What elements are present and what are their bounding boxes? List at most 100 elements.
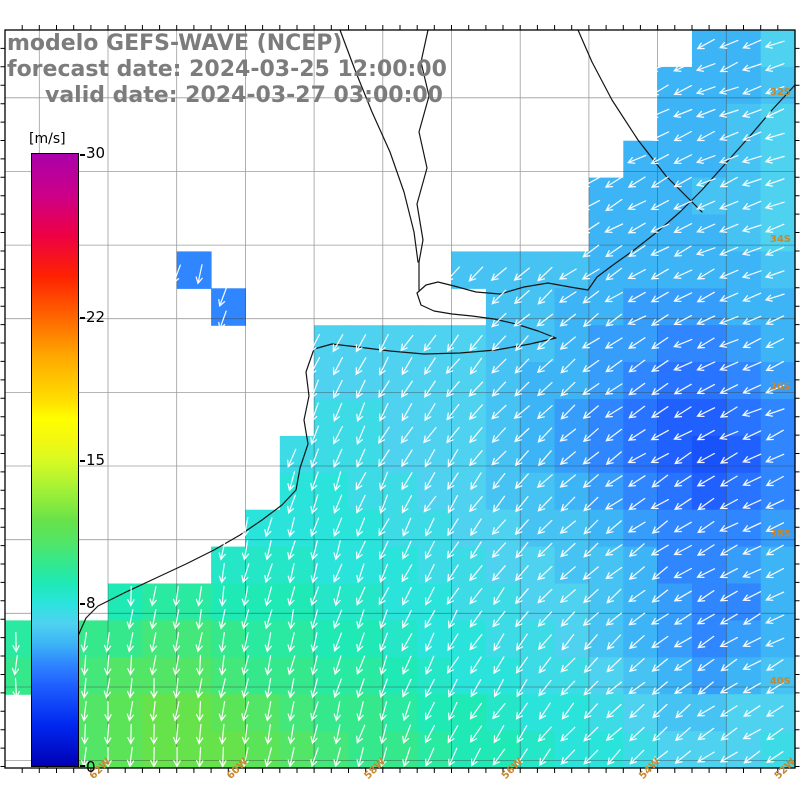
wind-speed-cell <box>348 583 384 621</box>
wind-speed-cell <box>692 399 727 437</box>
wind-speed-cell <box>108 731 143 769</box>
wind-speed-cell <box>211 731 246 769</box>
wind-speed-cell <box>382 731 418 769</box>
wind-speed-cell <box>726 177 762 216</box>
wind-speed-cell <box>520 509 556 548</box>
wind-speed-cell <box>211 583 246 621</box>
wind-speed-cell <box>520 546 556 585</box>
wind-speed-cell <box>314 583 349 621</box>
wind-speed-cell <box>348 435 384 474</box>
wind-speed-cell <box>382 583 418 621</box>
wind-speed-cell <box>657 66 693 105</box>
wind-speed-cell <box>211 620 246 658</box>
wind-speed-cell <box>417 325 453 363</box>
wind-speed-cell <box>760 435 796 474</box>
wind-speed-cell <box>623 435 659 474</box>
wind-speed-cell <box>726 214 762 252</box>
wind-speed-cell <box>451 657 487 695</box>
wind-speed-cell <box>108 583 143 621</box>
wind-speed-cell <box>726 399 762 437</box>
wind-speed-cell <box>417 657 453 695</box>
wind-speed-cell <box>314 509 349 548</box>
wind-speed-cell <box>348 546 384 585</box>
wind-speed-cell <box>692 694 727 732</box>
border <box>577 29 703 213</box>
wind-speed-cell <box>451 435 487 474</box>
wind-speed-cell <box>760 620 796 658</box>
wind-speed-cell <box>692 66 727 105</box>
wind-speed-cell <box>108 657 143 695</box>
wind-speed-cell <box>554 251 590 289</box>
wind-speed-cell <box>176 251 212 289</box>
wind-speed-cell <box>726 30 762 68</box>
wind-speed-cell <box>623 251 659 289</box>
main <box>46 84 796 769</box>
wind-speed-cell <box>211 694 246 732</box>
wind-speed-cell <box>726 546 762 585</box>
wind-speed-cell <box>348 657 384 695</box>
wind-speed-cell <box>726 731 762 769</box>
wind-speed-cell <box>588 509 624 548</box>
wind-speed-cell <box>485 620 521 658</box>
wind-speed-cell <box>692 509 727 548</box>
wind-speed-cell <box>451 509 487 548</box>
wind-speed-cell <box>760 509 796 548</box>
wind-speed-cell <box>760 546 796 585</box>
wind-speed-cell <box>348 325 384 363</box>
wind-speed-cell <box>554 731 590 769</box>
title-block: modelo GEFS-WAVE (NCEP) forecast date: 2… <box>7 31 447 109</box>
wind-speed-cell <box>348 399 384 437</box>
wind-speed-cell <box>692 657 727 695</box>
wind-speed-cell <box>382 325 418 363</box>
wind-speed-cell <box>142 620 178 658</box>
wind-speed-cell <box>588 657 624 695</box>
wind-speed-cell <box>108 620 143 658</box>
wind-speed-cell <box>692 731 727 769</box>
wind-speed-cell <box>760 288 796 326</box>
wind-speed-cell <box>417 546 453 585</box>
wind-speed-cell <box>520 620 556 658</box>
wind-speed-cell <box>142 657 178 695</box>
wind-speed-cell <box>623 657 659 695</box>
wind-speed-cell <box>760 140 796 179</box>
lat-label: 40S <box>770 676 791 687</box>
wind-speed-cell <box>314 472 349 511</box>
wind-speed-cell <box>554 620 590 658</box>
wind-speed-cell <box>520 472 556 511</box>
wind-speed-cell <box>382 620 418 658</box>
wind-speed-cell <box>554 694 590 732</box>
wind-speed-cell <box>348 509 384 548</box>
wind-speed-cell <box>760 325 796 363</box>
wind-speed-cell <box>588 620 624 658</box>
wind-speed-cell <box>73 657 109 695</box>
wind-speed-cell <box>657 583 693 621</box>
wind-speed-cell <box>692 546 727 585</box>
wind-speed-cell <box>485 546 521 585</box>
wind-speed-cell <box>588 694 624 732</box>
wind-speed-cell <box>176 694 212 732</box>
wind-speed-cell <box>417 509 453 548</box>
wind-speed-cell <box>588 399 624 437</box>
wind-speed-cell <box>382 694 418 732</box>
wind-speed-cell <box>245 509 281 548</box>
wind-speed-cell <box>245 546 281 585</box>
wind-speed-cell <box>726 140 762 179</box>
wind-speed-cell <box>314 657 349 695</box>
wind-speed-cell <box>692 288 727 326</box>
wind-speed-cell <box>588 583 624 621</box>
wind-speed-cell <box>417 472 453 511</box>
wind-speed-cell <box>485 288 521 326</box>
wind-speed-cell <box>279 583 315 621</box>
wind-speed-cell <box>314 399 349 437</box>
wind-speed-cell <box>692 583 727 621</box>
wind-speed-cell <box>314 362 349 400</box>
wind-speed-cell <box>176 583 212 621</box>
wind-speed-cell <box>485 325 521 363</box>
wind-speed-cell <box>382 509 418 548</box>
wind-speed-cell <box>5 657 40 695</box>
wind-speed-cell <box>726 288 762 326</box>
wind-speed-cell <box>657 694 693 732</box>
wind-speed-cell <box>692 251 727 289</box>
wind-speed-cell <box>760 694 796 732</box>
